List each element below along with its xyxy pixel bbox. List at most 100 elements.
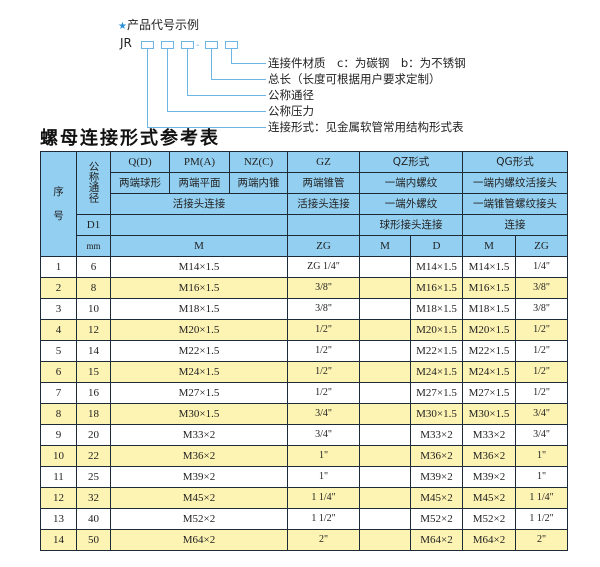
cell-no: 11 [40,466,77,488]
cell-no: 5 [40,340,77,362]
cell-m: M27×1.5 [110,382,288,404]
cell-m: M36×2 [110,445,288,467]
cell-qg-m: M64×2 [462,529,516,551]
cell-qz-d: M24×1.5 [410,361,463,383]
cell-qz-d: M22×1.5 [410,340,463,362]
header-empty [287,214,360,236]
leader-line [187,49,266,96]
header-mm: mm [76,235,111,257]
table-row: 8 18 M30×1.5 3/4" M30×1.5 M30×1.5 3/4" [40,403,568,425]
cell-m: M30×1.5 [110,403,288,425]
table-row: 11 25 M39×2 1" M39×2 M39×2 1" [40,466,568,488]
cell-qz-d: M52×2 [410,508,463,530]
cell-dn: 40 [76,508,111,530]
cell-qg-m: M22×1.5 [462,340,516,362]
cell-no: 4 [40,319,77,341]
cell-m: M16×1.5 [110,277,288,299]
cell-dn: 16 [76,382,111,404]
header-nz: NZ(C) [229,151,288,173]
table-row: 9 20 M33×2 3/4" M33×2 M33×2 3/4" [40,424,568,446]
cell-qz-m [359,529,411,551]
table-row: 5 14 M22×1.5 1/2" M22×1.5 M22×1.5 1/2" [40,340,568,362]
cell-qz-d: M18×1.5 [410,298,463,320]
cell-dn: 50 [76,529,111,551]
cell-dn: 20 [76,424,111,446]
cell-qg-zg: 1" [515,445,568,467]
leader-line [167,49,266,112]
table-row: 2 8 M16×1.5 3/8" M16×1.5 M16×1.5 3/8" [40,277,568,299]
cell-zg: 1/2" [287,382,360,404]
header-seq: 序 号 [40,151,77,257]
header-nz-desc: 两端内锥 [229,172,288,194]
header-qg-zg: ZG [515,235,568,257]
cell-zg: 1 1/2" [287,508,360,530]
cell-dn: 18 [76,403,111,425]
label-connection-type: 连接形式：见金属软管常用结构形式表 [268,120,464,134]
cell-zg: 3/4" [287,403,360,425]
cell-qz-m [359,256,411,278]
table-row: 3 10 M18×1.5 3/8" M18×1.5 M18×1.5 3/8" [40,298,568,320]
cell-qz-m [359,319,411,341]
cell-qz-m [359,361,411,383]
cell-qz-m [359,487,411,509]
cell-dn: 25 [76,466,111,488]
cell-qg-m: M52×2 [462,508,516,530]
cell-no: 6 [40,361,77,383]
cell-zg: 1/2" [287,361,360,383]
cell-qg-zg: 3/8" [515,277,568,299]
header-qz-desc: 一端内螺纹 [359,172,463,194]
cell-zg: 1" [287,466,360,488]
code-example-title: ★产品代号示例 [118,16,199,33]
cell-dn: 32 [76,487,111,509]
cell-qg-zg: 3/4" [515,403,568,425]
cell-qz-d: M30×1.5 [410,403,463,425]
nut-connection-table: 序 号 公称通径 Q(D) PM(A) NZ(C) GZ QZ形式 QG形式 两… [40,151,568,551]
table-row: 13 40 M52×2 1 1/2" M52×2 M52×2 1 1/2" [40,508,568,530]
code-box-1 [141,41,154,49]
header-qd: Q(D) [110,151,170,173]
label-length: 总长（长度可根据用户要求定制） [268,72,441,86]
cell-m: M64×2 [110,529,288,551]
header-nominal: 公称通径 [76,151,111,215]
table-row: 4 12 M20×1.5 1/2" M20×1.5 M20×1.5 1/2" [40,319,568,341]
code-box-5 [225,41,238,49]
header-qz: QZ形式 [359,151,463,173]
table-row: 12 32 M45×2 1 1/4" M45×2 M45×2 1 1/4" [40,487,568,509]
table-row: 14 50 M64×2 2" M64×2 M64×2 2" [40,529,568,551]
header-pm: PM(A) [169,151,230,173]
header-pm-desc: 两端平面 [169,172,230,194]
code-box-3 [181,41,194,49]
cell-no: 14 [40,529,77,551]
code-box-2 [161,41,174,49]
cell-dn: 10 [76,298,111,320]
cell-zg: 2" [287,529,360,551]
cell-no: 8 [40,403,77,425]
table-row: 10 22 M36×2 1" M36×2 M36×2 1" [40,445,568,467]
cell-dn: 6 [76,256,111,278]
cell-m: M33×2 [110,424,288,446]
cell-qz-m [359,298,411,320]
header-nominal-text: 公称通径 [87,160,100,203]
cell-qz-m [359,424,411,446]
header-qg: QG形式 [462,151,568,173]
cell-qg-m: M18×1.5 [462,298,516,320]
cell-qz-d: M39×2 [410,466,463,488]
cell-no: 12 [40,487,77,509]
cell-qg-zg: 3/4" [515,424,568,446]
cell-m: M45×2 [110,487,288,509]
cell-qg-zg: 1 1/4" [515,487,568,509]
table-row: 7 16 M27×1.5 1/2" M27×1.5 M27×1.5 1/2" [40,382,568,404]
cell-qg-zg: 1" [515,466,568,488]
label-material: 连接件材质 c：为碳钢 b：为不锈钢 [268,56,466,70]
cell-qg-zg: 1/2" [515,382,568,404]
cell-qg-zg: 1/2" [515,361,568,383]
cell-qg-zg: 1/2" [515,319,568,341]
leader-line [231,49,266,64]
cell-qg-zg: 2" [515,529,568,551]
cell-dn: 12 [76,319,111,341]
cell-m: M39×2 [110,466,288,488]
cell-qz-m [359,466,411,488]
header-qd-desc: 两端球形 [110,172,170,194]
cell-dn: 8 [76,277,111,299]
cell-zg: 1" [287,445,360,467]
